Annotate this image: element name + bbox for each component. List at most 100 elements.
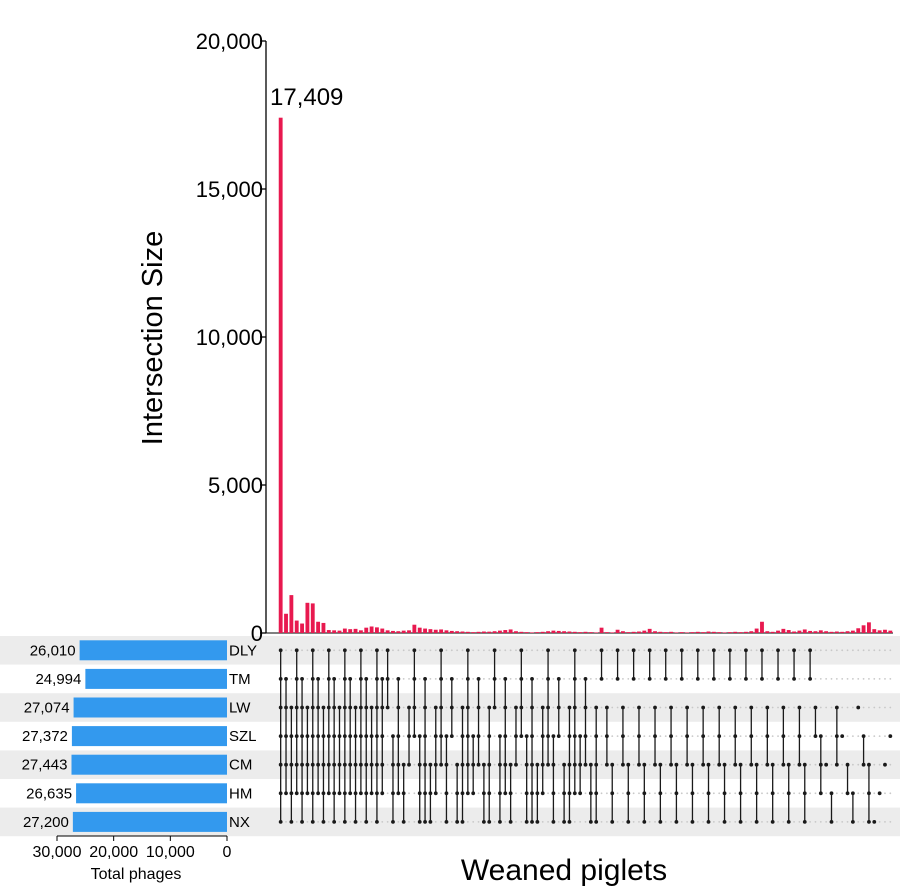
matrix-empty-dot [857, 821, 860, 823]
intersection-bar [321, 622, 326, 633]
matrix-empty-dot [434, 678, 437, 680]
intersection-bar [583, 631, 588, 633]
matrix-empty-dot [370, 649, 373, 652]
intersection-bar [679, 632, 684, 633]
matrix-empty-dot [386, 792, 389, 795]
matrix-empty-dot [889, 649, 892, 652]
intersection-bar [551, 630, 556, 633]
set-size-bar [72, 811, 227, 832]
matrix-empty-dot [370, 678, 373, 680]
intersection-bar [481, 631, 486, 633]
matrix-dot [278, 648, 283, 653]
matrix-empty-dot [493, 821, 496, 823]
matrix-empty-dot [338, 649, 341, 652]
matrix-empty-dot [440, 792, 443, 795]
matrix-dot [631, 648, 636, 653]
intersection-bar [567, 631, 572, 633]
intersection-bar [738, 632, 743, 633]
matrix-empty-dot [664, 735, 667, 737]
matrix-empty-dot [568, 649, 571, 652]
matrix-dot [572, 648, 577, 653]
intersection-bar [417, 627, 422, 633]
matrix-empty-dot [499, 706, 501, 709]
matrix-empty-dot [841, 763, 844, 766]
matrix-empty-dot [878, 678, 881, 680]
set-size-tick-label: 0 [223, 844, 232, 861]
matrix-empty-dot [349, 821, 352, 823]
matrix-empty-dot [857, 649, 860, 652]
matrix-empty-dot [429, 678, 432, 680]
intersection-bar [856, 628, 861, 633]
matrix-dot [428, 762, 433, 767]
y-axis-label: Intersection Size [137, 231, 169, 445]
matrix-empty-dot [723, 649, 726, 652]
matrix-empty-dot [584, 649, 587, 652]
matrix-dot [706, 762, 711, 767]
matrix-empty-dot [547, 792, 549, 795]
matrix-empty-dot [889, 678, 892, 680]
intersection-bar [556, 630, 561, 633]
intersection-bar [278, 117, 283, 633]
matrix-dot [358, 648, 363, 653]
matrix-empty-dot [868, 735, 870, 737]
matrix-empty-dot [728, 821, 731, 823]
matrix-empty-dot [723, 678, 726, 680]
matrix-dot [770, 762, 775, 767]
intersection-bar [540, 631, 545, 633]
matrix-empty-dot [557, 821, 560, 823]
matrix-empty-dot [552, 678, 555, 680]
matrix-dot [615, 648, 620, 653]
matrix-empty-dot [381, 649, 384, 652]
matrix-empty-dot [333, 649, 336, 652]
matrix-empty-dot [755, 735, 758, 737]
matrix-empty-dot [819, 706, 822, 709]
matrix-empty-dot [873, 735, 876, 737]
matrix-empty-dot [803, 706, 806, 709]
matrix-empty-dot [659, 649, 662, 652]
matrix-empty-dot [589, 735, 592, 737]
matrix-empty-dot [386, 821, 389, 823]
matrix-empty-dot [723, 706, 726, 709]
matrix-empty-dot [664, 821, 667, 823]
matrix-dot [519, 648, 524, 653]
intersection-bar [428, 629, 433, 633]
intersection-bar [610, 632, 615, 633]
intersection-bar [524, 632, 529, 633]
matrix-empty-dot [680, 763, 683, 766]
intersection-bar [626, 632, 631, 633]
matrix-dot [883, 762, 887, 767]
matrix-empty-dot [766, 678, 769, 680]
matrix-empty-dot [611, 735, 614, 737]
intersection-bar [412, 624, 417, 633]
intersection-bar [690, 632, 695, 633]
set-size-value-label: 26,010 [30, 642, 76, 659]
matrix-empty-dot [718, 678, 721, 680]
matrix-dot [535, 762, 540, 767]
matrix-empty-dot [557, 649, 560, 652]
matrix-dot [492, 648, 497, 653]
matrix-dot [802, 762, 807, 767]
matrix-empty-dot [552, 649, 555, 652]
matrix-empty-dot [632, 706, 635, 709]
y-tick-label: 10,000 [196, 325, 263, 350]
matrix-empty-dot [450, 821, 453, 823]
matrix-dot [829, 791, 834, 796]
matrix-dot [626, 762, 631, 767]
matrix-empty-dot [461, 678, 464, 680]
matrix-empty-dot [680, 735, 683, 737]
matrix-empty-dot [691, 678, 694, 680]
matrix-empty-dot [413, 792, 416, 795]
matrix-empty-dot [563, 735, 566, 737]
intersection-bar [316, 621, 321, 633]
matrix-empty-dot [707, 735, 710, 737]
matrix-empty-dot [648, 821, 651, 823]
matrix-empty-dot [878, 763, 881, 766]
matrix-empty-dot [868, 649, 870, 652]
matrix-empty-dot [787, 649, 790, 652]
matrix-empty-dot [809, 821, 812, 823]
matrix-empty-dot [301, 649, 303, 652]
matrix-dot [695, 648, 700, 653]
matrix-empty-dot [429, 706, 432, 709]
matrix-empty-dot [825, 792, 828, 795]
matrix-empty-dot [873, 678, 876, 680]
